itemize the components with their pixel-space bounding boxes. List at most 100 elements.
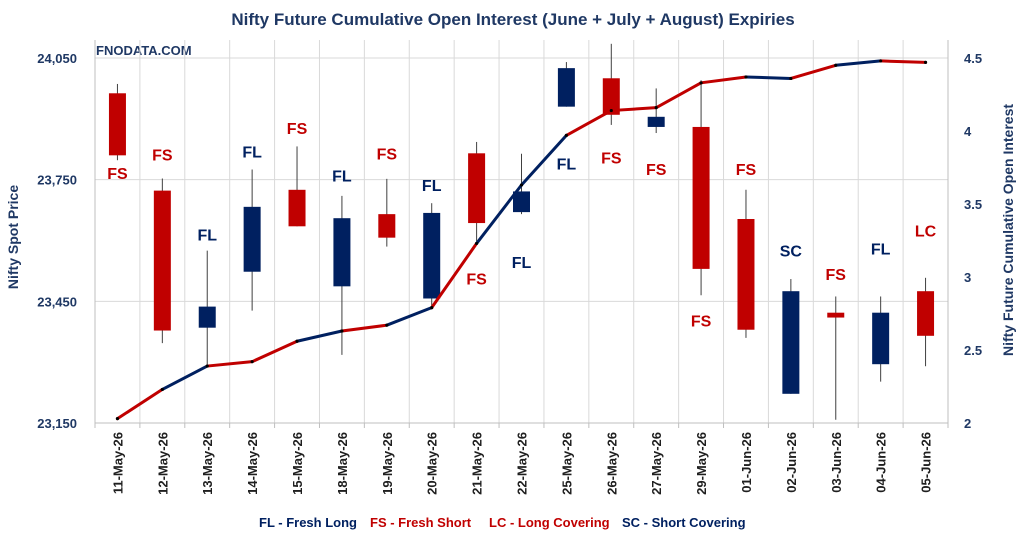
- x-category-label: 01-Jun-26: [739, 432, 754, 493]
- candle-body: [692, 126, 710, 269]
- candle-body: [513, 191, 530, 213]
- candle-body: [153, 190, 171, 331]
- oi-line-segment: [295, 329, 344, 343]
- candle-body: [468, 153, 486, 224]
- oi-point: [250, 360, 254, 364]
- oi-line-segment: [564, 109, 613, 137]
- candle-body: [827, 312, 845, 318]
- x-category-label: 21-May-26: [470, 432, 485, 495]
- oi-line-segment: [430, 241, 479, 310]
- oi-line-segment: [160, 364, 209, 391]
- candle-body: [782, 291, 800, 394]
- x-category-label: 27-May-26: [649, 432, 664, 495]
- x-category-label: 12-May-26: [155, 432, 170, 495]
- annotations: FS FS FL FL FS FL FS FL FS FL FL FS FS FS FS SC FS FL LC: [107, 121, 936, 330]
- annotation-label: FS: [377, 146, 398, 163]
- right-tick-label: 3: [964, 270, 971, 285]
- candle-body: [108, 93, 126, 156]
- oi-line-segment: [699, 75, 748, 85]
- open-interest-line: [115, 59, 928, 421]
- oi-point: [923, 60, 928, 64]
- annotation-label: FS: [826, 267, 847, 284]
- right-tick-label: 2: [964, 416, 971, 431]
- x-category-label: 05-Jun-26: [919, 432, 934, 493]
- oi-line-segment: [609, 106, 658, 113]
- candle-body: [917, 291, 935, 336]
- legend: FL - Fresh Long FS - Fresh Short LC - Long…: [259, 515, 746, 530]
- oi-point: [699, 81, 703, 85]
- annotation-label: FL: [332, 169, 352, 186]
- x-category-label: 20-May-26: [425, 432, 440, 495]
- candle-body: [378, 214, 396, 238]
- oi-point: [430, 306, 434, 310]
- oi-line-segment: [744, 75, 793, 80]
- candle-body: [557, 68, 575, 107]
- left-tick-label: 23,750: [37, 173, 77, 188]
- chart-title: Nifty Future Cumulative Open Interest (J…: [231, 10, 794, 29]
- annotation-label: FL: [871, 242, 891, 259]
- oi-point: [834, 63, 838, 67]
- left-axis-title: Nifty Spot Price: [5, 185, 21, 289]
- x-category-label: 11-May-26: [110, 432, 125, 494]
- candle-body: [737, 219, 755, 330]
- candle-body: [288, 189, 306, 227]
- oi-line-segment: [789, 63, 838, 80]
- x-category-label: 13-May-26: [200, 432, 215, 495]
- annotation-label: FL: [242, 144, 262, 161]
- oi-point: [789, 76, 793, 81]
- oi-point: [115, 417, 120, 421]
- legend-entry: SC - Short Covering: [622, 515, 746, 530]
- annotation-label: FS: [152, 148, 173, 165]
- oi-point: [475, 241, 479, 246]
- annotation-label: FS: [691, 313, 712, 330]
- x-category-label: 04-Jun-26: [874, 432, 889, 493]
- x-category-label: 14-May-26: [245, 432, 260, 495]
- oi-point: [160, 387, 164, 392]
- right-tick-label: 3.5: [964, 197, 982, 212]
- candle-body: [198, 306, 216, 328]
- annotation-label: FS: [287, 121, 308, 138]
- annotation-label: FL: [422, 178, 442, 195]
- candle-body: [602, 78, 620, 115]
- oi-line-segment: [250, 339, 299, 364]
- x-category-label: 29-May-26: [694, 432, 709, 495]
- oi-point: [295, 339, 299, 343]
- gridlines: [94, 40, 949, 424]
- annotation-label: FL: [512, 255, 532, 272]
- oi-point: [205, 364, 209, 368]
- legend-entry: FL - Fresh Long: [259, 515, 357, 530]
- watermark: FNODATA.COM: [96, 43, 192, 58]
- legend-entry: FS - Fresh Short: [370, 515, 472, 530]
- tick-labels: 23,150 23,450 23,750 24,050 2 2.5 3 3.5 4 4.5 11-M…: [37, 51, 982, 495]
- oi-point: [519, 183, 524, 187]
- oi-line-segment: [340, 323, 389, 333]
- candle-body: [423, 212, 441, 299]
- oi-line-segment: [834, 59, 883, 67]
- oi-line-segment: [520, 133, 568, 187]
- x-category-label: 18-May-26: [335, 432, 350, 495]
- annotation-label: FL: [557, 157, 577, 174]
- right-tick-label: 2.5: [964, 343, 982, 358]
- x-category-label: 19-May-26: [380, 432, 395, 495]
- annotation-label: FL: [197, 228, 217, 245]
- oi-line-segment: [205, 360, 254, 368]
- candle-body: [872, 312, 890, 365]
- candle-body: [333, 218, 351, 287]
- candle-body: [647, 116, 665, 127]
- left-tick-label: 23,150: [37, 416, 77, 431]
- annotation-label: FS: [107, 166, 128, 183]
- legend-entry: LC - Long Covering: [489, 515, 610, 530]
- oi-point: [654, 106, 658, 110]
- annotation-label: FS: [466, 272, 487, 289]
- annotation-label: FS: [646, 162, 667, 179]
- oi-line-segment: [115, 387, 164, 421]
- oi-point: [340, 329, 344, 333]
- left-tick-label: 23,450: [37, 294, 77, 309]
- left-tick-label: 24,050: [37, 51, 77, 66]
- oi-line-segment: [475, 183, 523, 245]
- x-category-label: 25-May-26: [559, 432, 574, 495]
- annotation-label: FS: [601, 150, 622, 167]
- right-tick-label: 4.5: [964, 51, 982, 66]
